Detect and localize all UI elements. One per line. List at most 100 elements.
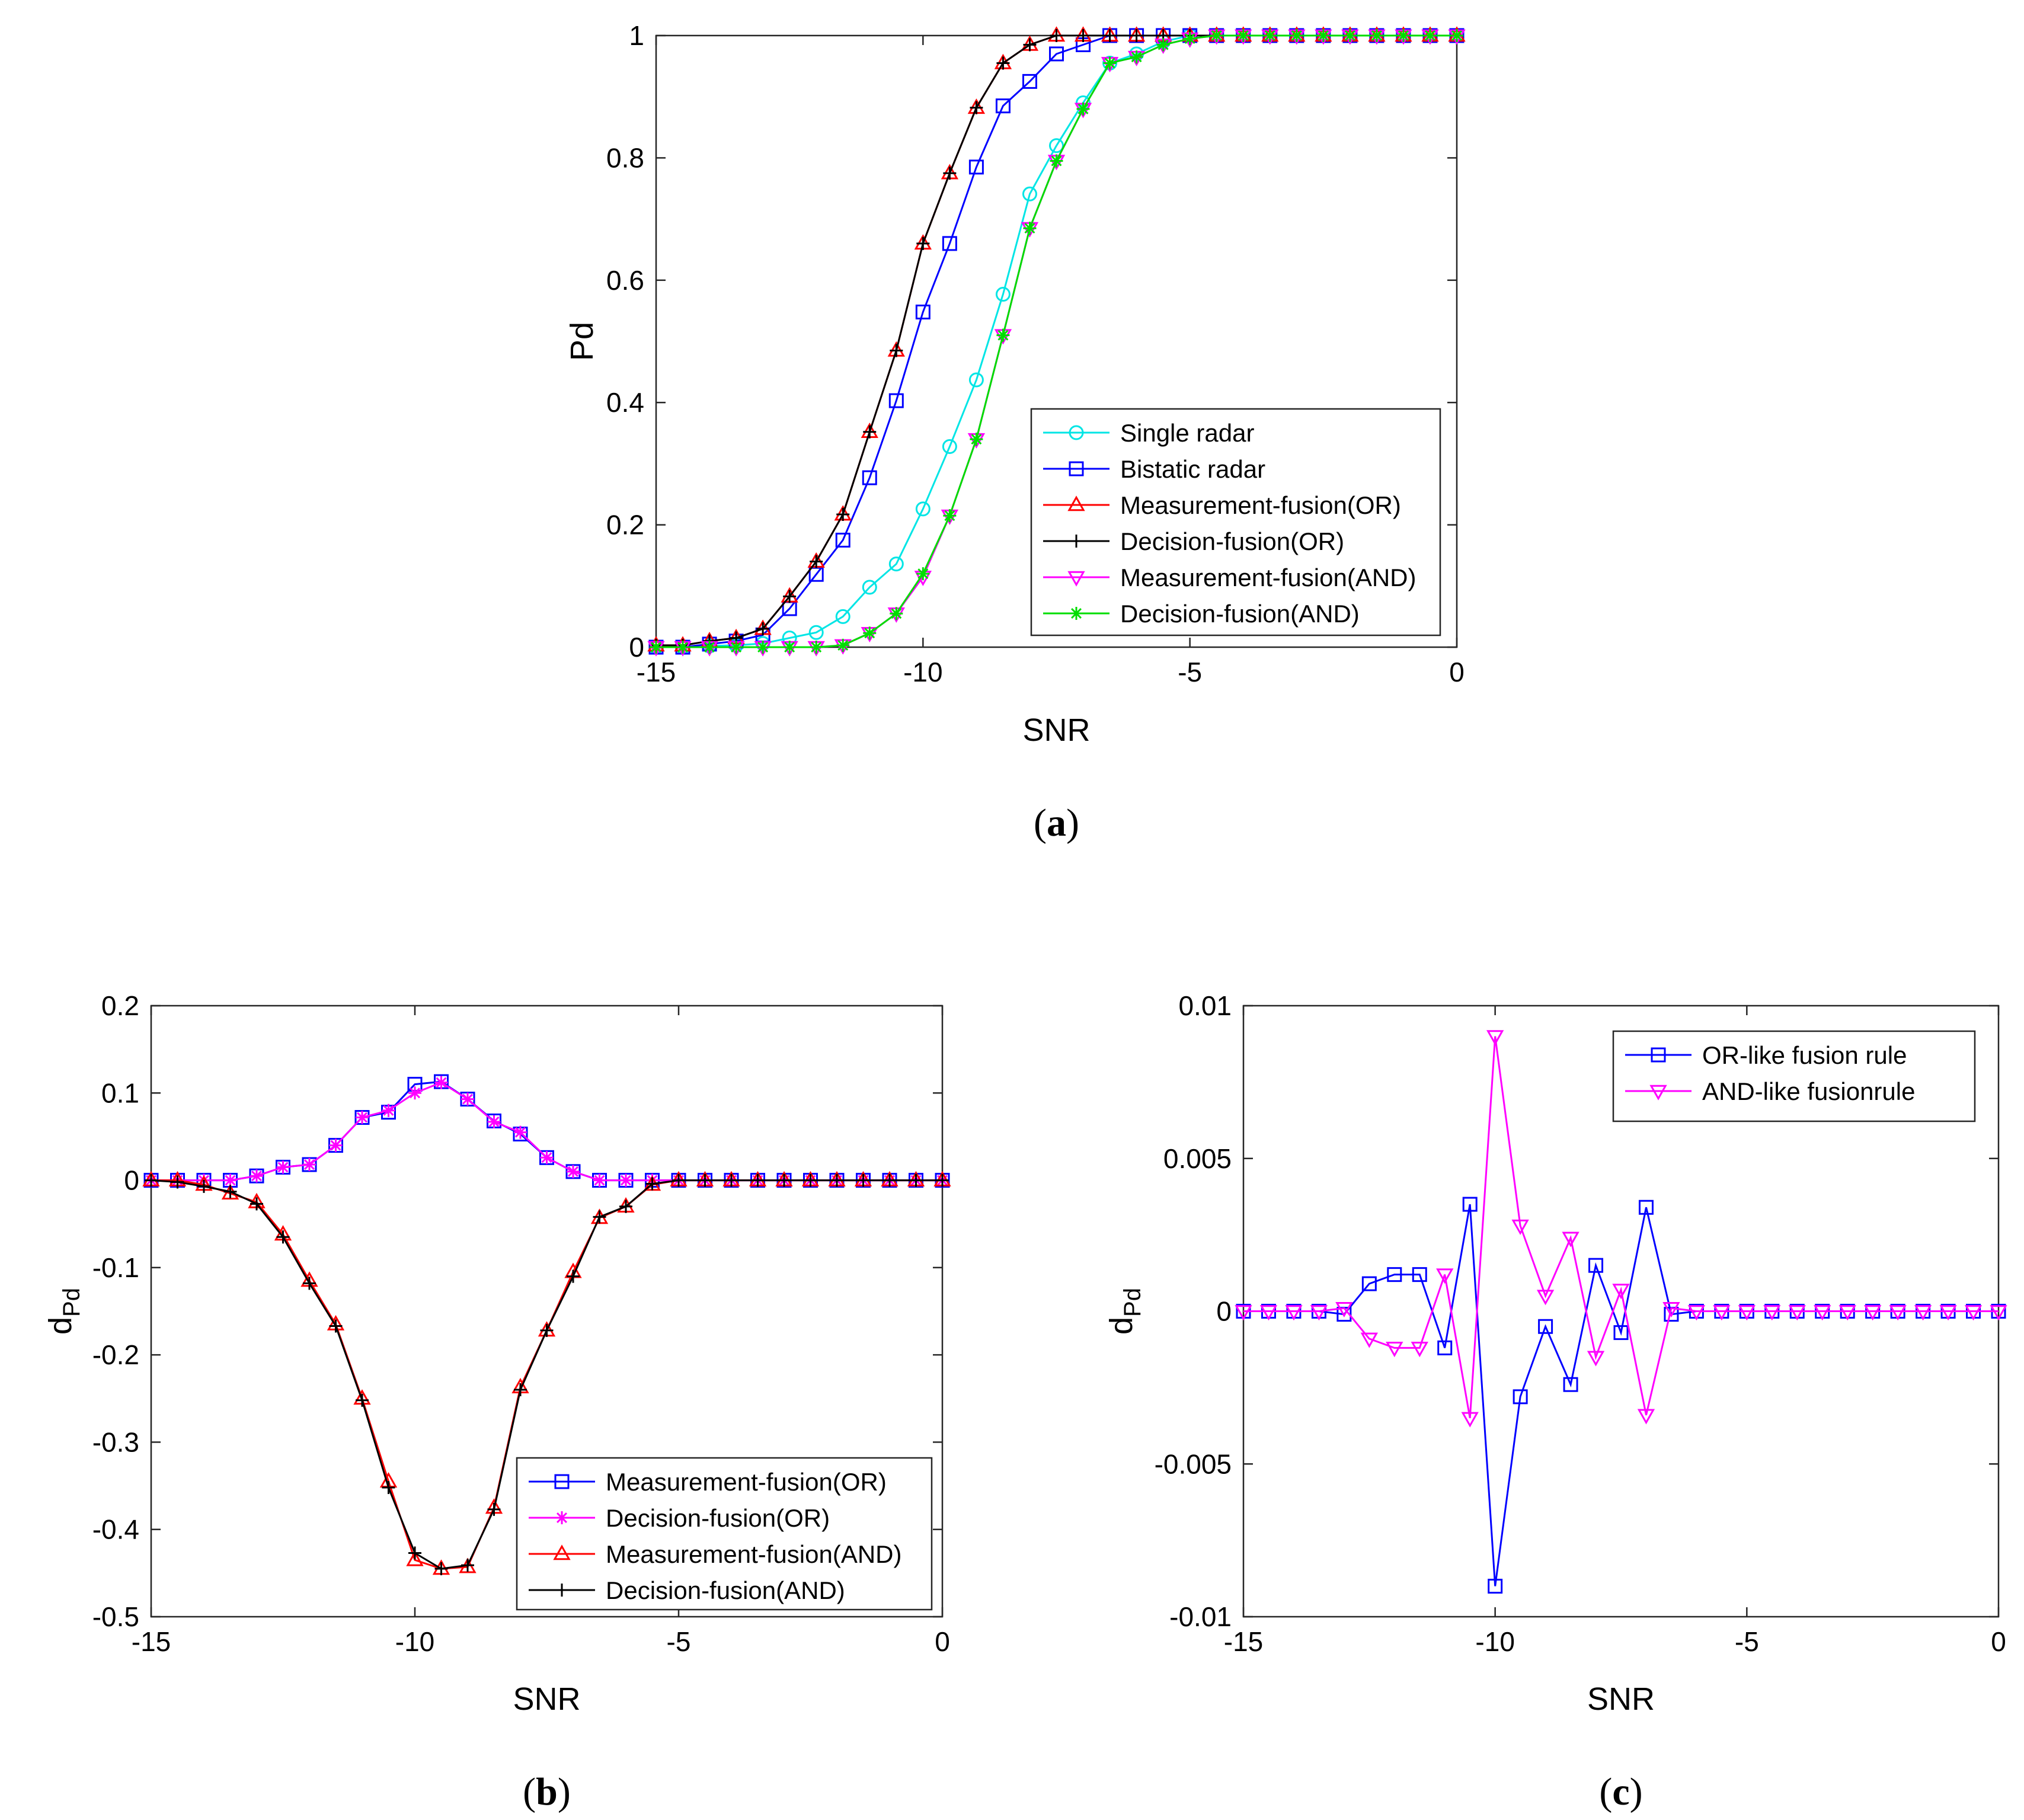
legend-marker — [554, 1474, 570, 1489]
data-point — [942, 236, 957, 251]
y-tick-label: 0 — [629, 632, 644, 663]
data-point — [1838, 1305, 1856, 1321]
data-point — [645, 1177, 659, 1191]
data-point — [856, 1173, 870, 1187]
data-point — [888, 556, 904, 572]
legend-marker — [1651, 1047, 1666, 1063]
data-point — [276, 1230, 290, 1244]
data-point — [756, 641, 770, 654]
data-point — [725, 1173, 738, 1187]
legend-entry: OR-like fusion rule — [1625, 1041, 1907, 1069]
panel-c: -15 -10 -5 0 -0.01 -0.005 0 0.005 0.01 SNR dPd (c) O… — [1104, 990, 2007, 1813]
x-tick-label: -5 — [667, 1626, 691, 1657]
legend-label: AND-like fusionrule — [1702, 1077, 1915, 1105]
data-point — [1236, 29, 1250, 42]
data-point — [1964, 1305, 1983, 1321]
legend-entry: Single radar — [1043, 419, 1254, 447]
data-point — [890, 607, 903, 620]
data-point — [567, 1269, 580, 1283]
y-tick-label: -0.5 — [92, 1601, 139, 1632]
x-tick-label: 0 — [1449, 657, 1465, 687]
panel-label: (a) — [1034, 801, 1079, 845]
data-point — [540, 1323, 554, 1337]
x-axis-label: SNR — [1022, 712, 1090, 748]
data-point — [835, 532, 850, 548]
data-point — [783, 590, 797, 603]
data-point — [1335, 1302, 1353, 1318]
data-point — [810, 555, 823, 568]
data-point — [461, 1092, 474, 1106]
data-point — [778, 1173, 791, 1187]
data-point — [1361, 1276, 1377, 1291]
data-point — [1450, 29, 1463, 42]
data-point — [1513, 1389, 1528, 1405]
legend-label: Decision-fusion(OR) — [1120, 527, 1344, 555]
data-point — [996, 56, 1010, 70]
data-point — [1461, 1412, 1479, 1428]
y-tick-label: 1 — [629, 20, 644, 51]
data-point — [619, 1173, 632, 1187]
legend-label: OR-like fusion rule — [1702, 1041, 1907, 1069]
data-point — [1763, 1305, 1781, 1321]
data-point — [909, 1173, 923, 1187]
x-tick-label: -10 — [903, 657, 942, 687]
data-point — [1738, 1305, 1756, 1321]
legend-entry: Measurement-fusion(OR) — [529, 1468, 887, 1496]
data-point — [968, 372, 984, 388]
x-axis-label: SNR — [513, 1681, 580, 1717]
data-point — [382, 1481, 395, 1495]
y-tick-label: 0.005 — [1163, 1143, 1232, 1174]
data-point — [1436, 1268, 1454, 1284]
data-point — [1235, 1305, 1252, 1321]
data-point — [250, 1197, 263, 1211]
x-tick-label: -10 — [395, 1626, 434, 1657]
legend-label: Measurement-fusion(OR) — [1120, 491, 1401, 519]
x-tick-label: 0 — [935, 1626, 950, 1657]
data-point — [1939, 1305, 1957, 1321]
legend: Single radar Bistatic radar Measurement-fu… — [1030, 408, 1441, 636]
data-point — [1412, 1267, 1427, 1282]
legend-entry: Decision-fusion(OR) — [1043, 527, 1344, 555]
legend: OR-like fusion rule AND-like fusionrule — [1612, 1030, 1976, 1122]
data-point — [1612, 1284, 1630, 1300]
x-tick-label: -5 — [1178, 657, 1202, 687]
data-point — [995, 98, 1011, 114]
data-point — [830, 1173, 843, 1187]
y-tick-label: 0 — [1216, 1296, 1232, 1327]
legend-entry: Measurement-fusion(OR) — [1043, 491, 1401, 519]
series-line — [1243, 1036, 1999, 1419]
legend-marker — [1067, 571, 1085, 587]
data-point — [487, 1502, 501, 1516]
panel-letter: b — [536, 1770, 558, 1813]
legend-label: Measurement-fusion(OR) — [606, 1468, 887, 1496]
data-point — [1511, 1219, 1529, 1235]
data-point — [461, 1559, 474, 1572]
y-tick-label: 0 — [124, 1165, 139, 1196]
legend-entry: Bistatic radar — [1043, 455, 1265, 483]
data-point — [1156, 38, 1170, 52]
data-point — [1076, 29, 1090, 42]
data-point — [862, 580, 877, 595]
data-point — [1023, 38, 1037, 52]
data-point — [751, 1173, 765, 1187]
data-point — [1050, 29, 1063, 42]
data-point — [996, 328, 1010, 342]
data-point — [303, 1158, 316, 1172]
data-point — [434, 1076, 448, 1089]
data-point — [1411, 1342, 1428, 1358]
series-and-like-fusionrule — [1235, 1030, 2007, 1428]
data-point — [487, 1115, 501, 1128]
data-point — [730, 641, 743, 654]
x-tick-label: 0 — [1991, 1626, 2006, 1657]
legend-entry: Measurement-fusion(AND) — [529, 1540, 902, 1568]
panel-label: (c) — [1599, 1770, 1642, 1813]
data-point — [1788, 1305, 1806, 1321]
y-tick-label: 0.2 — [606, 510, 644, 540]
panel-label: (b) — [523, 1770, 571, 1813]
panel-b: -15 -10 -5 0 -0.5 -0.4 -0.3 -0.2 -0.1 0 0.1 0.2 SNR d… — [43, 990, 951, 1813]
legend-marker — [555, 1584, 568, 1597]
data-point — [968, 159, 984, 175]
data-point — [329, 1138, 343, 1152]
data-point — [1360, 1332, 1379, 1348]
series-decision-fusion-and- — [650, 29, 1463, 654]
